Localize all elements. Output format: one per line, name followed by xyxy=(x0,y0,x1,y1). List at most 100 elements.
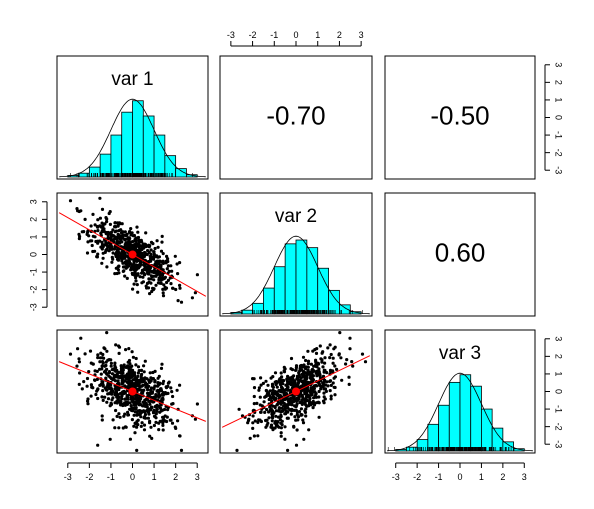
scatter-panel-r3-c1 xyxy=(58,331,207,452)
scatter-point xyxy=(328,343,332,347)
scatter-point xyxy=(282,379,286,383)
scatter-point xyxy=(151,286,155,290)
scatter-point xyxy=(89,361,93,365)
scatter-point xyxy=(155,407,159,411)
scatter-point xyxy=(116,254,120,258)
correlation-label-r2-c3: 0.60 xyxy=(435,237,486,267)
scatter-point xyxy=(159,366,164,370)
scatter-point xyxy=(121,236,125,240)
scatter-point xyxy=(127,230,131,234)
scatter-point xyxy=(160,240,164,244)
scatter-point xyxy=(140,380,145,384)
scatter-point xyxy=(323,383,328,387)
scatter-point xyxy=(144,244,148,249)
scatter-point xyxy=(251,421,255,425)
scatter-point xyxy=(139,260,143,264)
scatter-point xyxy=(141,275,145,279)
histogram-bar xyxy=(241,309,253,315)
scatter-point xyxy=(269,376,273,380)
scatter-point xyxy=(111,228,115,232)
scatter-point xyxy=(140,384,144,388)
scatter-point xyxy=(115,395,119,399)
panel-frame-r2-c3 xyxy=(384,192,536,317)
scatter-point xyxy=(113,221,117,225)
scatter-point xyxy=(321,399,326,403)
scatter-point xyxy=(252,394,256,399)
scatter-point xyxy=(76,347,80,351)
scatter-point xyxy=(308,376,312,380)
scatter-point xyxy=(141,280,145,284)
histogram-bar xyxy=(273,266,286,315)
scatter-point xyxy=(114,225,118,229)
scatter-point xyxy=(83,217,87,221)
scatter-point xyxy=(132,413,136,417)
left-y-axis-row2-tick-label: 1 xyxy=(28,234,38,239)
scatter-point xyxy=(149,240,154,244)
scatter-point xyxy=(128,380,132,384)
scatter-point xyxy=(252,377,256,381)
scatter-point xyxy=(109,387,113,391)
top-x-axis-col2-tick-label: -1 xyxy=(270,30,278,40)
scatter-point xyxy=(165,280,169,285)
scatter-point xyxy=(136,290,140,294)
scatter-point xyxy=(110,368,114,372)
top-x-axis-col2-tick-label: -3 xyxy=(227,30,235,40)
scatter-point xyxy=(85,384,89,388)
left-y-axis-row2-tick-label: 0 xyxy=(28,252,38,257)
left-y-axis-row2-tick-label: 3 xyxy=(28,199,38,204)
scatter-point xyxy=(123,274,127,278)
scatter-point xyxy=(115,414,119,418)
scatter-point xyxy=(155,239,159,243)
scatter-point xyxy=(96,239,100,243)
scatter-point xyxy=(142,388,146,392)
panel-frame-r1-c3 xyxy=(384,55,536,180)
scatter-point xyxy=(173,254,177,258)
scatter-point xyxy=(149,274,154,278)
scatter-point xyxy=(283,425,287,429)
scatter-point xyxy=(170,421,175,425)
scatter-point xyxy=(116,268,120,272)
scatter-point xyxy=(252,434,256,438)
scatter-point xyxy=(143,250,147,255)
scatter-point xyxy=(108,242,112,246)
scatter-point xyxy=(139,424,143,428)
scatter-point xyxy=(157,428,161,432)
scatter-point xyxy=(312,403,317,407)
scatter-point xyxy=(160,234,164,238)
scatter-point xyxy=(195,402,199,406)
scatter-point xyxy=(142,263,146,267)
scatter-point xyxy=(89,394,93,398)
scatter-point xyxy=(117,229,121,233)
scatter-point xyxy=(93,378,97,382)
scatter-point xyxy=(140,271,144,275)
scatter-point xyxy=(135,283,139,287)
scatter-point xyxy=(107,358,111,362)
scatter-point xyxy=(326,384,330,388)
bottom-x-axis-col3-tick-label: -3 xyxy=(392,472,400,482)
scatter-point xyxy=(279,401,283,405)
scatter-point xyxy=(147,260,151,264)
scatter-point xyxy=(163,407,167,412)
scatter-point xyxy=(147,393,151,397)
diagonal-histogram-3 xyxy=(387,372,533,452)
scatter-point xyxy=(148,371,152,375)
scatter-point xyxy=(131,396,135,400)
scatter-point xyxy=(125,276,129,280)
scatter-point xyxy=(98,196,102,200)
diagonal-histogram-2 xyxy=(222,235,370,315)
panel-frame-r1-c2 xyxy=(219,55,373,180)
right-y-axis-row1-tick-label: -1 xyxy=(554,131,564,139)
scatter-point xyxy=(279,414,283,419)
scatter-point xyxy=(110,372,115,376)
scatter-point xyxy=(280,423,284,427)
scatter-point xyxy=(333,364,337,368)
scatter-point xyxy=(158,406,163,410)
scatter-point xyxy=(154,283,158,287)
scatter-point xyxy=(161,418,165,423)
scatter-point xyxy=(126,396,130,400)
scatter-point xyxy=(133,431,137,435)
scatter-point xyxy=(337,353,341,357)
right-y-axis-row1-tick-label: 2 xyxy=(554,80,564,85)
scatter-point xyxy=(131,371,135,375)
